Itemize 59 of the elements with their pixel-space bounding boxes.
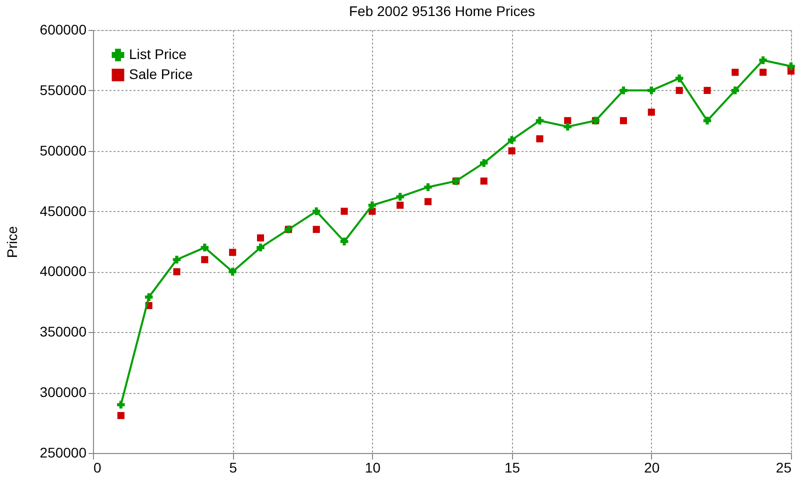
point (480, 178, 488, 185)
point (340, 208, 348, 215)
point (396, 202, 404, 209)
y-tick-label: 550000 (40, 82, 87, 98)
legend-label: List Price (129, 46, 187, 62)
point (117, 400, 125, 409)
x-tick-label: 25 (776, 460, 792, 476)
y-tick-label: 350000 (40, 324, 87, 340)
point (676, 86, 683, 94)
y-axis-title: Price (4, 226, 20, 258)
point (480, 159, 488, 167)
point (648, 86, 656, 94)
point (620, 86, 628, 94)
point (117, 412, 124, 420)
point (508, 136, 516, 144)
point (200, 244, 209, 252)
point (424, 183, 432, 191)
x-tick-label: 15 (504, 460, 520, 476)
point (256, 244, 264, 252)
y-tick-label: 400000 (40, 263, 87, 280)
point (675, 74, 684, 82)
point (536, 135, 544, 142)
point (564, 122, 572, 131)
chart-title: Feb 2002 95136 Home Prices (349, 3, 535, 19)
point (703, 116, 712, 125)
point (201, 256, 208, 264)
point (312, 207, 320, 216)
point (704, 86, 711, 94)
point (229, 248, 236, 256)
point (172, 256, 181, 264)
x-tick-label: 10 (364, 460, 381, 476)
y-tick-label: 450000 (40, 202, 87, 219)
point (173, 268, 180, 276)
point (228, 268, 236, 276)
x-tick-label: 5 (229, 460, 238, 476)
point (424, 198, 432, 206)
x-tick-label: 0 (94, 460, 102, 476)
point (396, 192, 404, 201)
point (759, 56, 767, 64)
point (508, 147, 516, 154)
point (731, 86, 740, 94)
point (760, 68, 767, 76)
point (312, 226, 320, 233)
point (648, 108, 655, 116)
y-tick-label: 600000 (40, 22, 87, 38)
legend-label: Sale Price (129, 66, 194, 82)
point (732, 68, 739, 76)
point (256, 234, 264, 242)
point (536, 116, 544, 125)
point (368, 201, 376, 210)
y-tick-label: 300000 (40, 384, 87, 400)
y-tick-label: 500000 (40, 142, 87, 158)
point (144, 293, 153, 301)
x-tick-label: 20 (644, 460, 660, 476)
point (787, 62, 795, 70)
y-tick-label: 250000 (40, 444, 87, 460)
point (340, 238, 348, 246)
point (620, 117, 628, 124)
point (564, 117, 572, 124)
